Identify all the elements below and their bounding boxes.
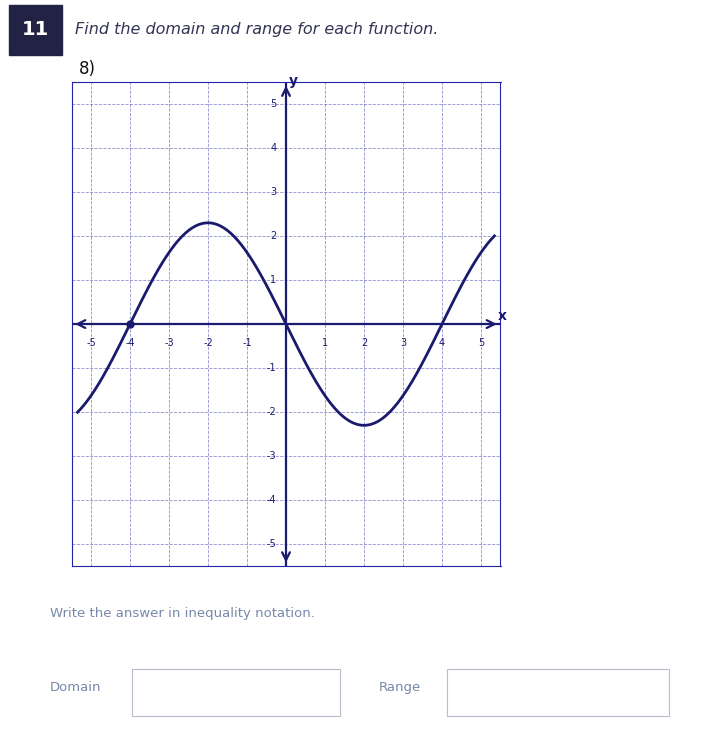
Text: Find the domain and range for each function.: Find the domain and range for each funct… [75, 22, 438, 37]
Text: -1: -1 [267, 363, 276, 373]
Text: 1: 1 [270, 275, 276, 285]
Text: 2: 2 [270, 231, 276, 241]
Text: Range: Range [379, 681, 421, 694]
Text: 2: 2 [361, 338, 367, 348]
Text: 8): 8) [79, 60, 97, 77]
Text: 3: 3 [270, 187, 276, 197]
Text: -3: -3 [164, 338, 174, 348]
Text: x: x [498, 309, 507, 323]
Text: -2: -2 [203, 338, 213, 348]
Text: 1: 1 [322, 338, 328, 348]
Text: 11: 11 [22, 20, 49, 39]
Text: 4: 4 [439, 338, 445, 348]
Text: y: y [289, 74, 297, 88]
FancyBboxPatch shape [9, 4, 62, 55]
Text: 4: 4 [270, 143, 276, 153]
Text: 5: 5 [270, 99, 276, 109]
Text: -2: -2 [267, 407, 276, 417]
Text: 5: 5 [478, 338, 484, 348]
Text: -1: -1 [242, 338, 252, 348]
Text: -5: -5 [86, 338, 96, 348]
Text: -4: -4 [125, 338, 135, 348]
Text: 3: 3 [400, 338, 406, 348]
Text: -4: -4 [267, 495, 276, 505]
Text: Domain: Domain [50, 681, 102, 694]
Text: Write the answer in inequality notation.: Write the answer in inequality notation. [50, 607, 315, 621]
FancyBboxPatch shape [132, 669, 340, 717]
Text: -3: -3 [267, 451, 276, 461]
FancyBboxPatch shape [447, 669, 669, 717]
Text: -5: -5 [267, 539, 276, 549]
